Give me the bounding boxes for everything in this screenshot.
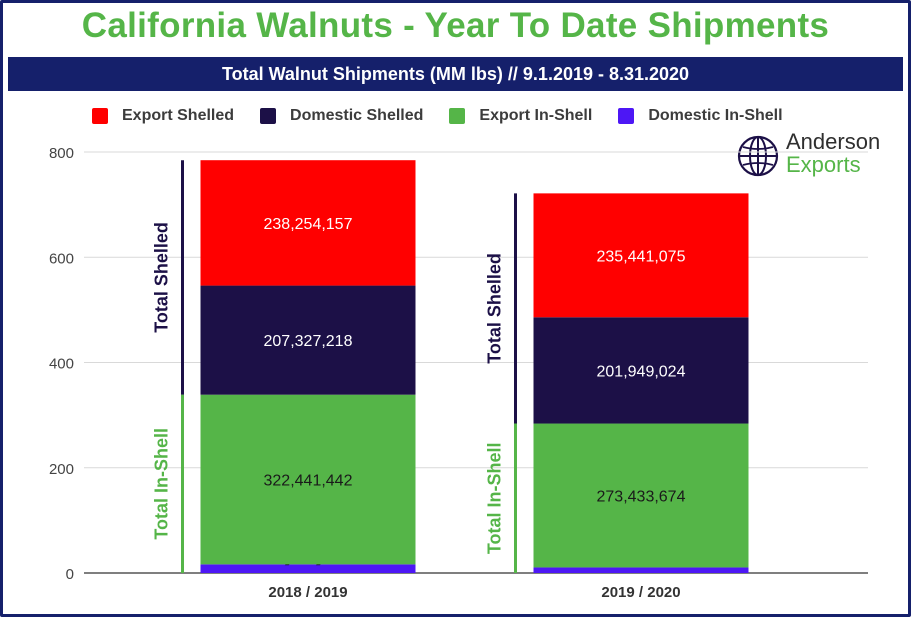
bar-segment <box>200 285 416 395</box>
legend-item-export-inshell: Export In-Shell <box>449 107 592 125</box>
chart-title: California Walnuts - Year To Date Shipme… <box>81 6 830 45</box>
bar-segment <box>533 423 749 568</box>
legend-item-export-shelled: Export Shelled <box>92 107 234 125</box>
chart-subtitle: Total Walnut Shipments (MM lbs) // 9.1.2… <box>8 57 903 91</box>
y-tick-label: 400 <box>49 356 74 373</box>
y-tick-label: 200 <box>49 461 74 478</box>
legend-swatch <box>449 108 466 124</box>
data-label: 322,441,442 <box>264 473 353 490</box>
legend-label: Export In-Shell <box>479 107 593 124</box>
legend-label: Domestic Shelled <box>290 107 424 124</box>
total-shelled-label: Total Shelled <box>485 253 505 364</box>
logo-text-anderson: Anderson <box>786 129 881 154</box>
bar-segment <box>200 160 416 286</box>
anderson-exports-logo: Anderson Exports <box>736 131 906 181</box>
x-tick-label: 2018 / 2019 <box>268 584 347 601</box>
bar-segment <box>200 564 416 573</box>
data-label: 207,327,218 <box>264 333 353 350</box>
legend-swatch <box>92 108 108 124</box>
legend-label: Export Shelled <box>122 107 235 124</box>
legend-label: Domestic In-Shell <box>648 107 783 124</box>
total-shelled-label: Total Shelled <box>152 222 172 333</box>
bar-segment <box>533 193 749 318</box>
data-label: 273,433,674 <box>597 488 686 505</box>
chart-legend: Export Shelled Domestic Shelled Export I… <box>92 105 809 127</box>
data-label: 235,441,075 <box>597 248 686 265</box>
y-tick-label: 0 <box>66 566 74 583</box>
total-inshell-label: Total In-Shell <box>485 442 505 554</box>
y-tick-label: 800 <box>49 145 74 162</box>
bar-segment <box>533 317 749 424</box>
legend-swatch <box>618 108 635 124</box>
data-label: 201,949,024 <box>597 363 686 380</box>
legend-swatch <box>260 108 277 124</box>
total-inshell-label: Total In-Shell <box>152 428 172 540</box>
bar-segment <box>533 567 749 573</box>
logo-text-exports: Exports <box>786 152 861 177</box>
globe-icon <box>737 135 779 177</box>
x-tick-label: 2019 / 2020 <box>601 584 680 601</box>
data-label: 238,254,157 <box>264 216 353 233</box>
bar-segment <box>200 394 416 565</box>
legend-item-domestic-shelled: Domestic Shelled <box>260 107 423 125</box>
y-tick-label: 600 <box>49 250 74 267</box>
legend-item-domestic-inshell: Domestic In-Shell <box>618 107 783 125</box>
